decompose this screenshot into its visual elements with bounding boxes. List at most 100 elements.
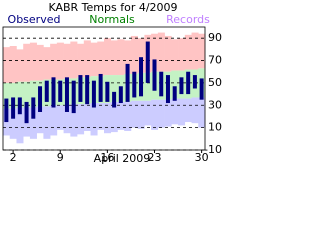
record-low-band xyxy=(36,106,44,134)
record-high-band xyxy=(3,47,11,83)
record-high-band xyxy=(124,40,132,74)
record-low-band xyxy=(97,103,105,130)
observed-bar xyxy=(4,98,9,123)
observed-bar xyxy=(31,97,36,119)
normal-band xyxy=(3,82,11,109)
observed-bar xyxy=(132,71,137,98)
record-low-band xyxy=(70,104,78,137)
record-low-band xyxy=(151,99,159,130)
record-high-band xyxy=(171,39,179,71)
record-low-band xyxy=(56,105,64,130)
record-low-band xyxy=(110,101,118,133)
record-low-band xyxy=(137,100,145,129)
record-high-band xyxy=(83,40,91,78)
observed-bar xyxy=(192,75,197,89)
observed-bar xyxy=(112,91,117,108)
chart: KABR Temps for 4/2009 April 2009 -10 10 30… xyxy=(0,0,226,166)
legend-entry: Normals xyxy=(89,13,135,26)
observed-bar xyxy=(44,80,49,102)
y-tick-label: -10 xyxy=(204,143,222,156)
record-high-band xyxy=(117,39,125,76)
observed-bar xyxy=(165,75,170,104)
x-tick-label: 2 xyxy=(10,151,17,164)
record-low-band xyxy=(164,99,172,127)
record-high-band xyxy=(164,35,172,72)
x-tick-label: 30 xyxy=(195,151,209,164)
record-low-band xyxy=(83,104,91,131)
record-low-band xyxy=(144,100,152,126)
normal-band xyxy=(9,82,17,109)
record-high-band xyxy=(43,47,51,80)
record-high-band xyxy=(29,42,37,81)
record-high-band xyxy=(184,34,192,70)
record-low-band xyxy=(29,107,37,139)
record-low-band xyxy=(104,103,112,134)
x-tick-label: 16 xyxy=(100,151,114,164)
observed-bar xyxy=(51,77,56,108)
observed-bar xyxy=(64,77,69,112)
record-low-band xyxy=(191,97,199,124)
observed-bar xyxy=(125,63,130,102)
observed-bar xyxy=(199,78,204,100)
observed-bar xyxy=(91,80,96,108)
observed-bar xyxy=(98,73,103,102)
observed-bar xyxy=(71,80,76,114)
normal-band xyxy=(144,72,152,101)
record-low-band xyxy=(90,103,98,136)
record-high-band xyxy=(178,38,186,71)
chart-title: KABR Temps for 4/2009 xyxy=(48,1,177,14)
record-low-band xyxy=(50,105,58,136)
observed-bar xyxy=(24,101,29,124)
record-high-band xyxy=(157,32,165,72)
observed-bar xyxy=(145,41,150,83)
observed-bar xyxy=(152,59,157,91)
record-high-band xyxy=(50,43,58,80)
normal-band xyxy=(110,75,118,102)
normal-band xyxy=(16,81,24,108)
record-low-band xyxy=(178,98,186,126)
observed-bar xyxy=(78,75,83,102)
record-low-band xyxy=(9,108,17,139)
observed-bar xyxy=(172,86,177,101)
record-low-band xyxy=(63,105,71,134)
record-high-band xyxy=(16,49,24,82)
record-high-band xyxy=(9,46,17,83)
observed-bar xyxy=(58,80,63,102)
record-high-band xyxy=(151,33,159,72)
x-tick-label: 9 xyxy=(57,151,64,164)
legend-entry: Observed xyxy=(8,13,61,26)
observed-bar xyxy=(17,97,22,115)
y-tick-label: 70 xyxy=(208,54,222,67)
y-tick-label: 10 xyxy=(208,121,222,134)
observed-bar xyxy=(118,86,123,104)
normal-band xyxy=(29,80,37,108)
record-high-band xyxy=(97,41,105,77)
record-low-band xyxy=(124,101,132,131)
record-high-band xyxy=(130,35,138,74)
record-high-band xyxy=(191,32,199,70)
y-tick-label: 50 xyxy=(208,76,222,89)
y-tick-label: 90 xyxy=(208,31,222,44)
y-tick-label: 30 xyxy=(208,98,222,111)
observed-bar xyxy=(186,71,191,95)
x-tick-label: 23 xyxy=(148,151,162,164)
record-low-band xyxy=(43,106,51,139)
normal-band xyxy=(171,70,179,99)
record-low-band xyxy=(16,107,24,144)
record-low-band xyxy=(184,98,192,123)
record-low-band xyxy=(77,104,85,135)
plot-frame xyxy=(2,26,206,151)
observed-bar xyxy=(85,75,90,105)
record-low-band xyxy=(130,100,138,128)
record-low-band xyxy=(171,98,179,125)
record-high-band xyxy=(77,43,85,78)
record-low-band xyxy=(117,101,125,130)
x-axis-label: April 2009 xyxy=(94,152,151,165)
observed-bar xyxy=(139,57,144,97)
record-high-band xyxy=(137,38,145,73)
record-high-band xyxy=(36,44,44,81)
observed-bar xyxy=(159,71,164,97)
record-high-band xyxy=(70,41,78,79)
record-high-band xyxy=(198,33,206,69)
record-low-band xyxy=(198,97,206,128)
